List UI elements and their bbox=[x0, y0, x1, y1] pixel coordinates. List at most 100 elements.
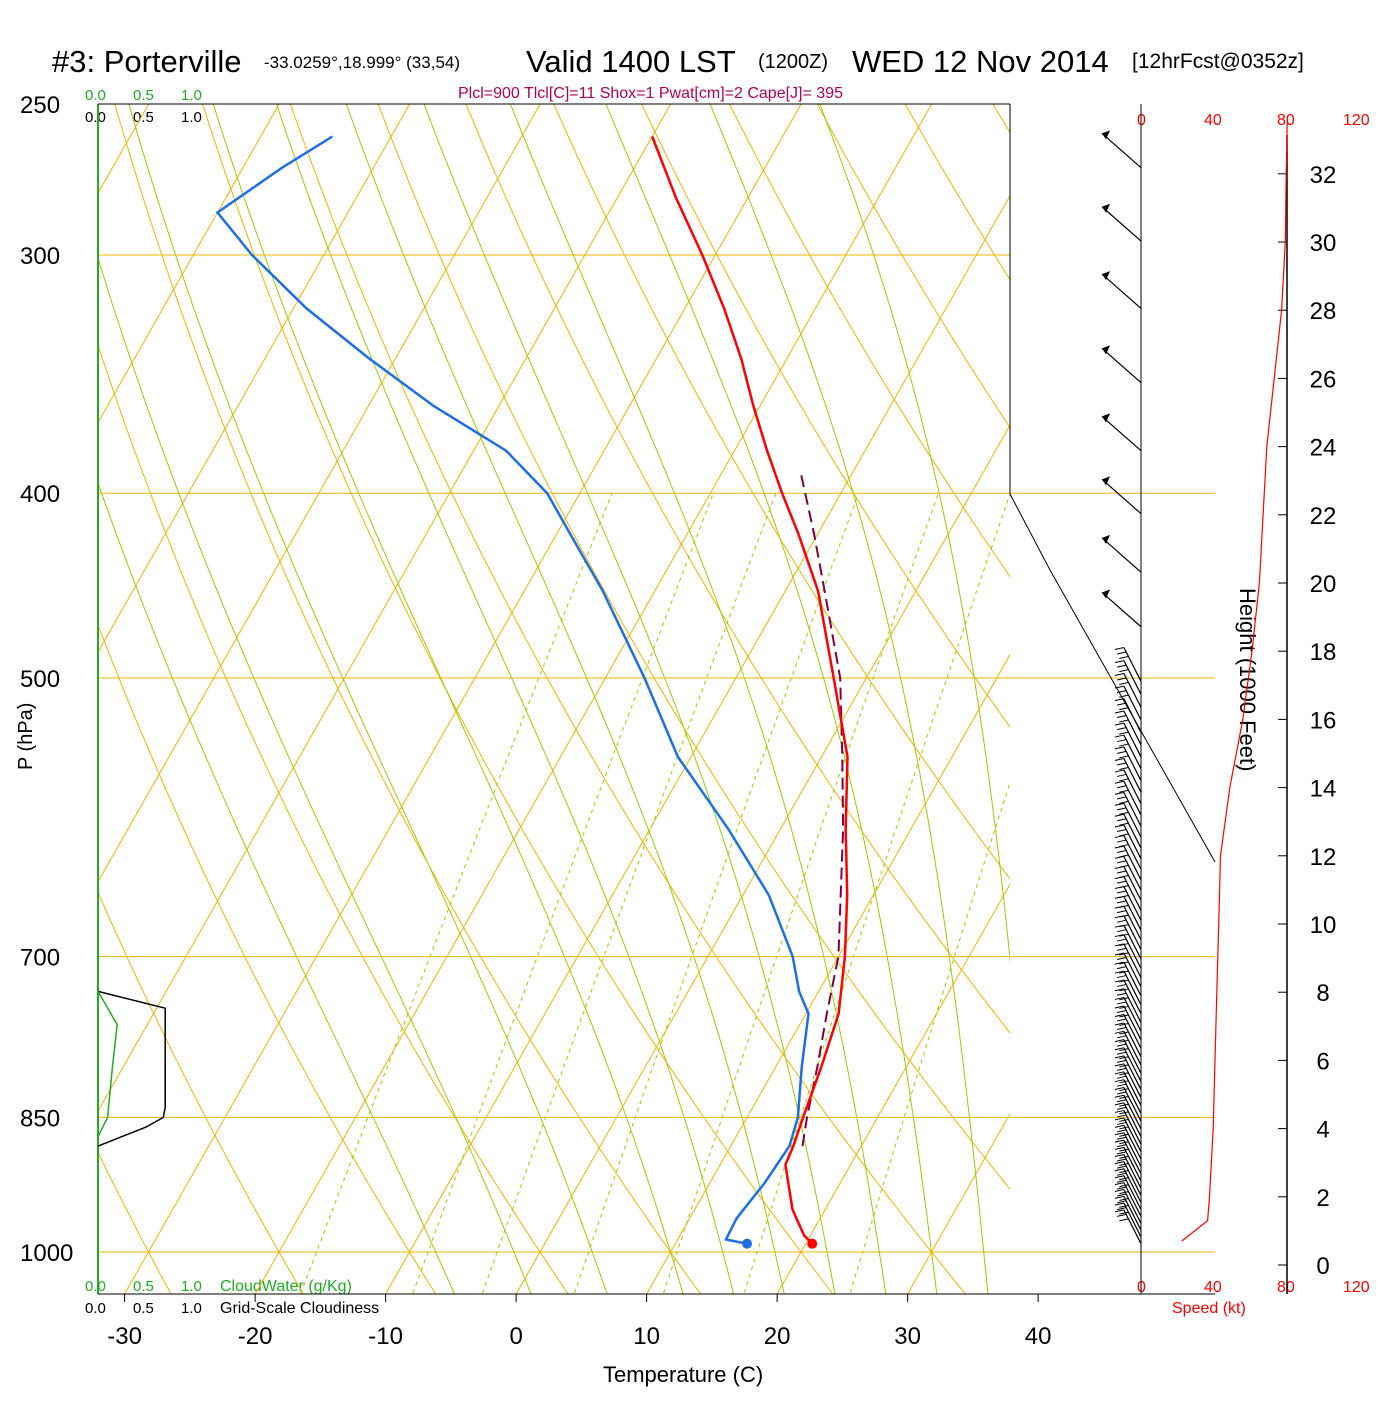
moist-adiabat-line bbox=[119, 70, 620, 1331]
wind-barb-feather bbox=[1117, 1044, 1126, 1046]
pressure-tick-label: 700 bbox=[20, 945, 60, 972]
dry-adiabat-line bbox=[279, 70, 996, 1331]
speed-tick-bottom: 80 bbox=[1277, 1279, 1295, 1296]
wind-barb-feather bbox=[1119, 767, 1128, 769]
cloud-water-tick-bottom: 0.5 bbox=[133, 1278, 154, 1295]
pressure-tick-label: 1000 bbox=[20, 1240, 73, 1267]
wind-barb-feather bbox=[1119, 670, 1128, 672]
cloud-cover-tick-top: 0.5 bbox=[133, 109, 154, 126]
height-tick-label: 16 bbox=[1310, 707, 1337, 734]
wind-barb-feather bbox=[1117, 715, 1126, 717]
wind-barb bbox=[1124, 971, 1141, 1005]
wind-barb-feather bbox=[1115, 1072, 1124, 1074]
cloud-cover-label: Grid-Scale Cloudiness bbox=[220, 1300, 379, 1317]
wind-barb-feather bbox=[1117, 1092, 1126, 1094]
wind-barb-feather bbox=[1117, 901, 1126, 903]
wind-barb-feather bbox=[1119, 1081, 1128, 1083]
cloud-water-tick-top: 0.5 bbox=[133, 87, 154, 104]
wind-barb-feather bbox=[1119, 1073, 1128, 1075]
wind-barb bbox=[1124, 846, 1141, 880]
wind-barb-feather bbox=[1117, 871, 1126, 873]
wind-barb-feather bbox=[1117, 703, 1126, 705]
wind-barb-feather bbox=[1117, 829, 1126, 831]
cloud-cover-tick-top: 1.0 bbox=[181, 109, 202, 126]
wind-barb bbox=[1124, 997, 1141, 1031]
wind-barb-feather bbox=[1115, 1196, 1124, 1198]
speed-tick-top: 80 bbox=[1277, 112, 1295, 129]
valid-date: WED 12 Nov 2014 bbox=[852, 44, 1109, 79]
wind-barb bbox=[1124, 980, 1141, 1014]
pressure-tick-label: 250 bbox=[20, 92, 60, 119]
height-tick-label: 24 bbox=[1310, 435, 1337, 462]
moist-adiabat-line bbox=[807, 70, 1042, 1331]
wind-barb-feather bbox=[1117, 939, 1126, 941]
wind-barb-feather bbox=[1119, 1185, 1128, 1187]
wind-barb-feather bbox=[1117, 911, 1126, 913]
dry-adiabat-line bbox=[1060, 70, 1400, 1331]
dry-adiabat-line bbox=[1320, 70, 1400, 1331]
sounding-indices: Plcl=900 Tlcl[C]=11 Shox=1 Pwat[cm]=2 Ca… bbox=[458, 85, 843, 102]
wind-barb-feather bbox=[1117, 1052, 1126, 1054]
dry-adiabat-line bbox=[452, 70, 1264, 1331]
wind-barb bbox=[1124, 1190, 1141, 1224]
x-axis-title: Temperature (C) bbox=[603, 1362, 763, 1387]
wind-barb-feather bbox=[1117, 797, 1126, 799]
x-tick-label: 10 bbox=[633, 1323, 660, 1350]
wind-barb-feather bbox=[1117, 1100, 1126, 1102]
wind-barb-feather bbox=[1117, 1173, 1126, 1175]
wind-barb-feather bbox=[1117, 1068, 1126, 1070]
wind-barb-feather bbox=[1115, 1169, 1124, 1171]
wind-barb-feather bbox=[1115, 1162, 1124, 1164]
wind-barb-feather bbox=[1117, 851, 1126, 853]
wind-barb bbox=[1124, 1196, 1141, 1230]
wind-barb-feather bbox=[1119, 1149, 1128, 1151]
wind-barb-feather bbox=[1115, 770, 1124, 772]
cloud-water-tick-top: 1.0 bbox=[181, 87, 202, 104]
wind-barb-feather bbox=[1115, 1103, 1124, 1105]
wind-barb-feather bbox=[1119, 1212, 1128, 1214]
wind-barb bbox=[1102, 133, 1141, 167]
isotherm-line bbox=[365, 46, 1096, 1331]
wind-barb-feather bbox=[1115, 1210, 1124, 1212]
wind-barb-feather bbox=[1115, 781, 1124, 783]
wind-barb-feather bbox=[1115, 792, 1124, 794]
isotherm-line bbox=[1148, 46, 1400, 1331]
x-tick-label: 0 bbox=[509, 1323, 522, 1350]
height-tick-label: 20 bbox=[1310, 571, 1337, 598]
wind-barb-feather bbox=[1117, 1166, 1126, 1168]
cloud-profile bbox=[98, 991, 165, 1146]
wind-barb bbox=[1124, 1176, 1141, 1210]
wind-barb-feather bbox=[1115, 758, 1124, 760]
height-tick-label: 2 bbox=[1316, 1185, 1329, 1212]
wind-barb-feather bbox=[1115, 1064, 1124, 1066]
wind-barb bbox=[1124, 1183, 1141, 1217]
wind-barb bbox=[1102, 348, 1141, 382]
height-tick-label: 30 bbox=[1310, 230, 1337, 257]
wind-barb bbox=[1124, 989, 1141, 1023]
isotherm-line bbox=[0, 46, 573, 1331]
wind-barb-feather bbox=[1117, 891, 1126, 893]
wind-barb-feather bbox=[1115, 673, 1124, 675]
height-tick-label: 22 bbox=[1310, 503, 1337, 530]
cloud-water-tick-top: 0.0 bbox=[85, 87, 106, 104]
valid-time: Valid 1400 LST bbox=[526, 44, 736, 79]
wind-barb bbox=[1102, 538, 1141, 572]
wind-barb-feather bbox=[1119, 1096, 1128, 1098]
speed-tick-bottom: 40 bbox=[1204, 1279, 1222, 1296]
wind-barb-feather bbox=[1117, 1076, 1126, 1078]
wind-barb-feather bbox=[1117, 1084, 1126, 1086]
wind-barb-feather bbox=[1117, 763, 1126, 765]
height-tick-label: 28 bbox=[1310, 298, 1337, 325]
wind-barb-feather bbox=[1117, 1019, 1126, 1021]
isotherm-line bbox=[1017, 46, 1400, 1331]
isotherm-lines bbox=[0, 46, 1400, 1331]
cloud-cover-tick-bottom: 0.0 bbox=[85, 1300, 106, 1317]
wind-barb-feather bbox=[1117, 948, 1126, 950]
wind-barb-feather bbox=[1119, 779, 1128, 781]
wind-barb-feather bbox=[1117, 993, 1126, 995]
wind-barb-feather bbox=[1117, 984, 1126, 986]
wind-barb-feather bbox=[1117, 1152, 1126, 1154]
wind-barb-feather bbox=[1119, 682, 1128, 684]
isotherm-line bbox=[104, 46, 835, 1331]
wind-barb-feather bbox=[1117, 920, 1126, 922]
